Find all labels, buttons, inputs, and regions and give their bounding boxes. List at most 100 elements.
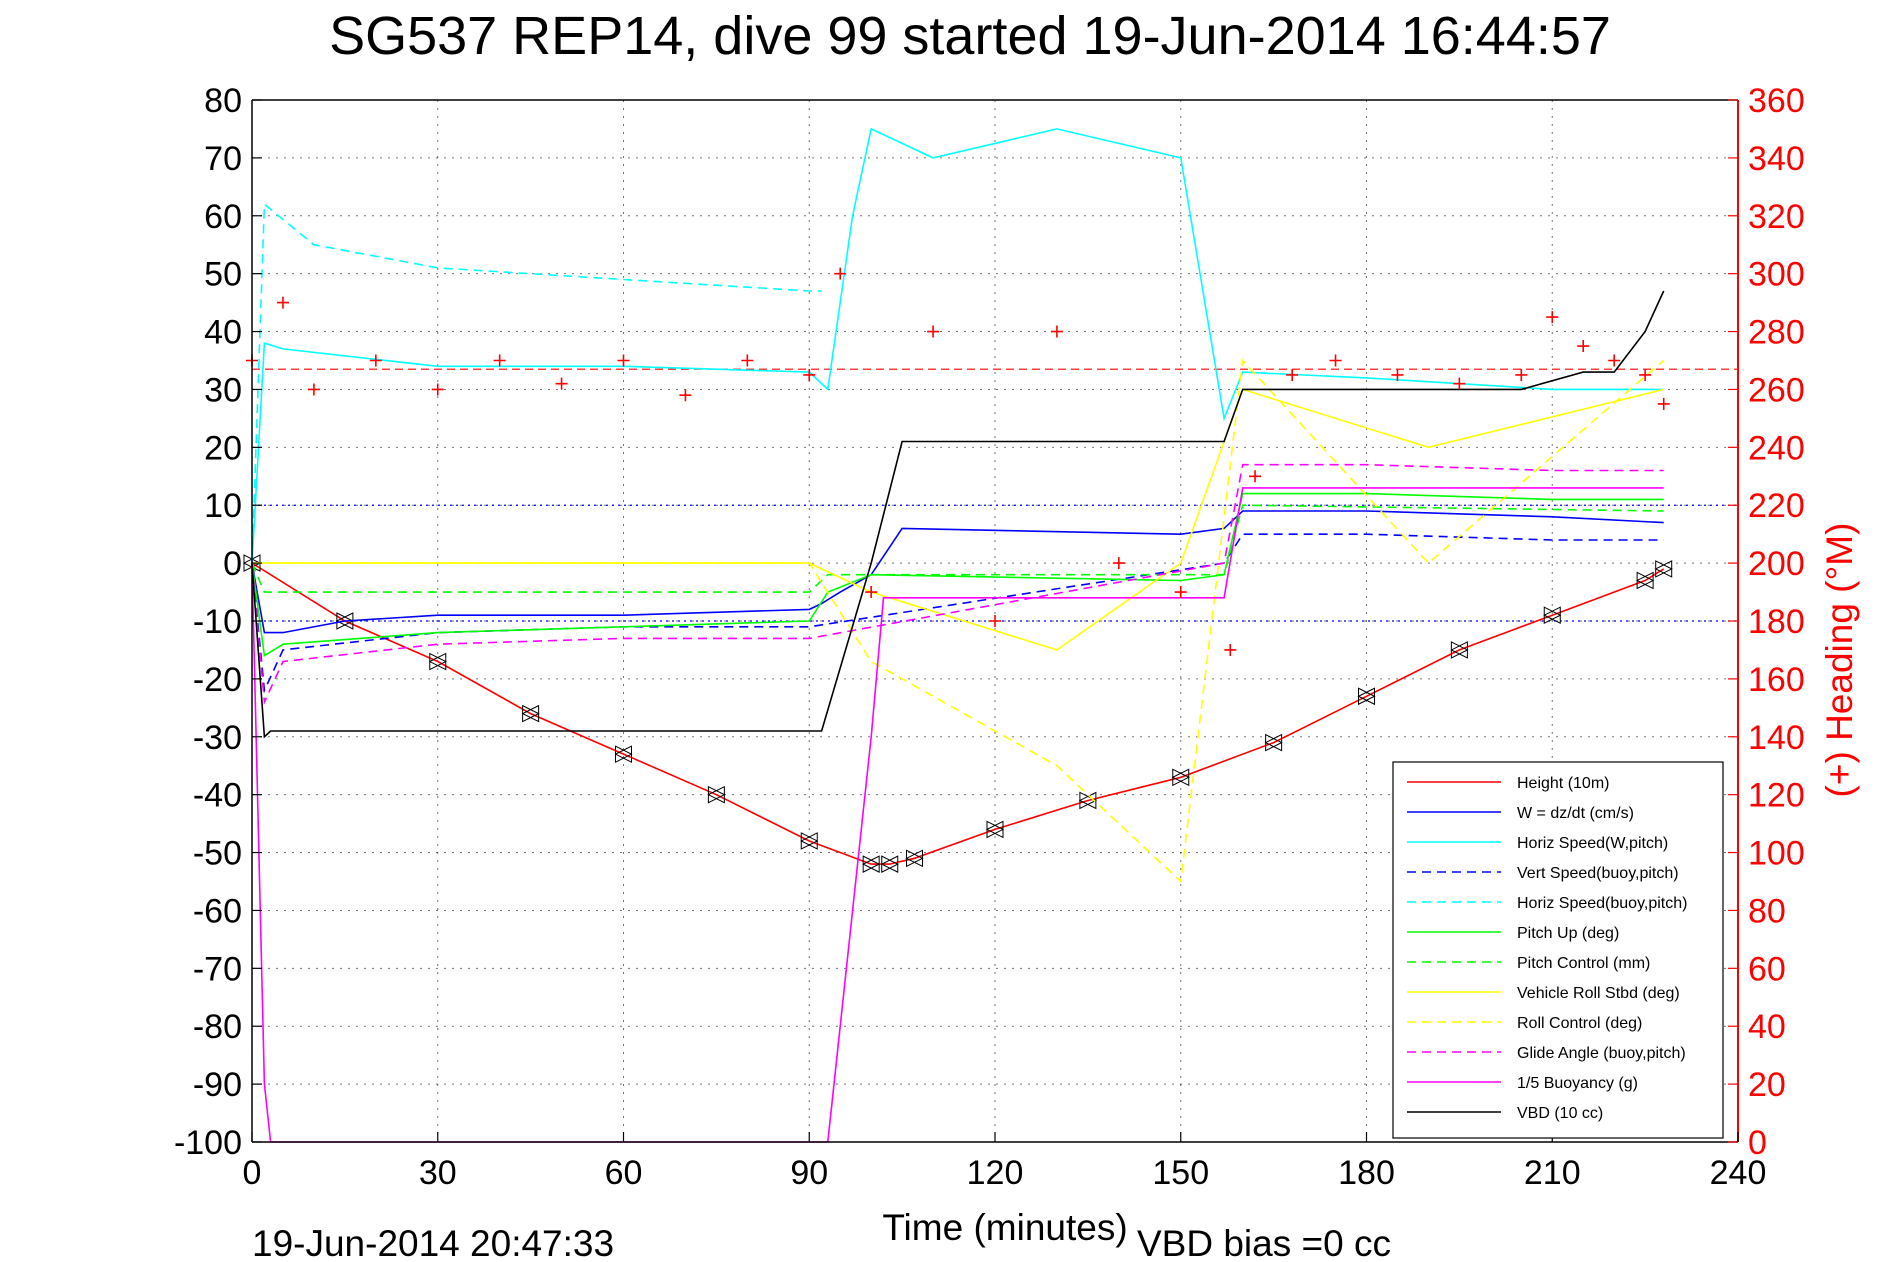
y2-tick-label: 240 [1748, 429, 1805, 467]
y-tick-label: -30 [193, 719, 242, 757]
depth-marker [1543, 606, 1562, 625]
x-tick-label: 90 [790, 1154, 828, 1192]
y-tick-label: -60 [193, 892, 242, 930]
series-glide-angle-buoy-pitch [251, 463, 1664, 706]
depth-marker [1078, 791, 1097, 810]
heading-point [431, 383, 444, 396]
heading-point [555, 377, 568, 390]
heading-point [1515, 368, 1528, 381]
y-tick-label: 10 [204, 487, 242, 525]
y2-tick-label: 220 [1748, 487, 1805, 525]
heading-point [617, 354, 630, 367]
y-tick-label: 0 [223, 545, 242, 583]
heading-point [493, 354, 506, 367]
heading-point [741, 354, 754, 367]
y-tick-label: -80 [193, 1008, 242, 1046]
depth-marker [707, 785, 726, 804]
y-tick-label: -70 [193, 950, 242, 988]
heading-point [1174, 586, 1187, 599]
series-line [251, 127, 1664, 564]
depth-marker [905, 849, 924, 868]
heading-point [1639, 368, 1652, 381]
depth-marker [521, 704, 540, 723]
y2-tick-label: 100 [1748, 835, 1805, 873]
reference-lines [252, 368, 1738, 622]
y2-tick-label: 60 [1748, 950, 1786, 988]
y-tick-label: 60 [204, 198, 242, 236]
series-line [251, 202, 822, 564]
y2-tick-label: 20 [1748, 1066, 1786, 1104]
legend-label: Height (10m) [1517, 775, 1609, 792]
y-tick-label: 20 [204, 429, 242, 467]
legend-label: W = dz/dt (cm/s) [1517, 805, 1634, 822]
y2-tick-label: 340 [1748, 140, 1805, 178]
y2-tick-label: 200 [1748, 545, 1805, 583]
y2-tick-label: 260 [1748, 371, 1805, 409]
depth-marker [862, 855, 881, 873]
chart-legend: Height (10m) W = dz/dt (cm/s) Horiz Speed(… [1392, 761, 1724, 1139]
depth-marker [1264, 733, 1283, 752]
series-line [251, 463, 1664, 706]
y2-axis-label: (+) Heading (°M) [1819, 523, 1860, 798]
heading-point [1286, 368, 1299, 381]
x-tick-label: 60 [605, 1154, 643, 1192]
series-line [251, 290, 1665, 739]
legend-label: Pitch Control (mm) [1517, 955, 1650, 972]
x-tick-label: 180 [1338, 1154, 1395, 1192]
depth-marker [985, 820, 1005, 839]
legend-label: Horiz Speed(W,pitch) [1517, 835, 1668, 852]
y-tick-label: 80 [204, 82, 242, 120]
series-pitch-up-deg [251, 492, 1664, 658]
y2-tick-label: 0 [1748, 1124, 1767, 1162]
series-horiz-speed-w-pitch [251, 127, 1664, 564]
chart-title: SG537 REP14, dive 99 started 19-Jun-2014… [329, 6, 1611, 66]
x-tick-label: 210 [1524, 1154, 1581, 1192]
series-line [251, 533, 1664, 694]
tick-labels: 80706050403020100-10-20-30-40-50-60-70-8… [174, 82, 1805, 1192]
heading-point [1050, 325, 1063, 338]
heading-point [1608, 354, 1621, 367]
y2-tick-label: 320 [1748, 198, 1805, 236]
series-line [251, 562, 1665, 865]
heading-point [679, 389, 692, 402]
heading-point [1112, 557, 1125, 570]
y2-tick-label: 180 [1748, 603, 1805, 641]
heading-point [1546, 311, 1559, 324]
heading-point [865, 586, 878, 599]
x-tick-label: 30 [419, 1154, 457, 1192]
heading-point [1453, 377, 1466, 390]
depth-marker [1171, 768, 1190, 787]
depth-marker [1357, 687, 1376, 706]
y-tick-label: 30 [204, 371, 242, 409]
series-layer [242, 127, 1673, 1143]
series-1-5-buoyancy-g [251, 487, 1664, 1143]
legend-label: VBD (10 cc) [1517, 1105, 1603, 1122]
y2-tick-label: 280 [1748, 314, 1805, 352]
x-axis-label: Time (minutes) [882, 1207, 1127, 1248]
y-tick-label: -50 [193, 835, 242, 873]
series-line [252, 358, 1665, 884]
x-tick-label: 150 [1152, 1154, 1209, 1192]
y-tick-label: -100 [174, 1124, 242, 1162]
y2-tick-label: 140 [1748, 719, 1805, 757]
depth-marker [1636, 571, 1655, 590]
footer-vbd-bias: VBD bias =0 cc [1137, 1223, 1391, 1262]
heading-point [1224, 643, 1237, 656]
series-heading [246, 267, 1670, 656]
y2-tick-label: 300 [1748, 256, 1805, 294]
depth-marker [614, 745, 633, 763]
y-tick-label: -90 [193, 1066, 242, 1104]
x-tick-label: 120 [967, 1154, 1024, 1192]
y-tick-label: 70 [204, 140, 242, 178]
heading-point [1329, 354, 1342, 367]
heading-point [1391, 368, 1404, 381]
series-line [251, 510, 1664, 634]
legend-label: Pitch Up (deg) [1517, 925, 1619, 942]
series-line [251, 504, 1664, 593]
y2-tick-label: 80 [1748, 892, 1786, 930]
series-vert-speed-buoy-pitch [251, 533, 1664, 694]
heading-point [307, 383, 320, 396]
y-tick-label: -40 [193, 777, 242, 815]
depth-marker [800, 832, 819, 850]
y-tick-label: 40 [204, 314, 242, 352]
